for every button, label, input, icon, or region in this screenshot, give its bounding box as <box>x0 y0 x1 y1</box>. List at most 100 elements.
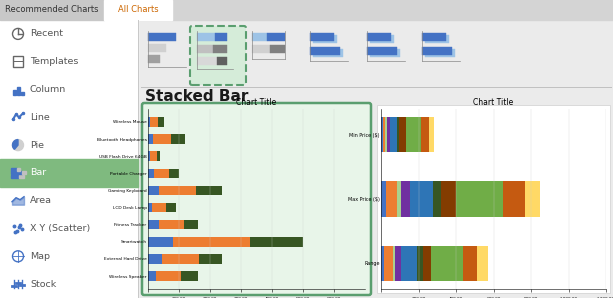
Title: Chart Title: Chart Title <box>473 98 514 107</box>
Bar <box>154 169 169 178</box>
Bar <box>503 181 525 217</box>
Text: X Y (Scatter): X Y (Scatter) <box>30 224 90 233</box>
Bar <box>0 159 138 187</box>
Bar <box>525 181 541 217</box>
Bar <box>153 134 171 144</box>
Bar <box>148 186 159 195</box>
Bar <box>367 33 391 41</box>
Bar <box>171 134 185 144</box>
Bar <box>11 171 22 174</box>
Bar <box>217 57 227 65</box>
Bar <box>421 117 429 153</box>
Bar <box>401 181 410 217</box>
Circle shape <box>12 139 23 150</box>
Bar <box>386 181 397 217</box>
Bar <box>377 105 610 293</box>
Bar <box>390 117 397 153</box>
Bar <box>417 246 423 281</box>
Bar <box>441 181 456 217</box>
Text: Map: Map <box>30 252 50 261</box>
Bar <box>267 33 285 41</box>
Bar <box>370 35 394 43</box>
Bar <box>148 44 166 52</box>
Bar <box>196 186 223 195</box>
Bar <box>148 33 176 41</box>
Bar <box>250 237 303 246</box>
Bar <box>156 271 181 281</box>
Text: Stock: Stock <box>30 280 56 288</box>
FancyBboxPatch shape <box>142 103 371 295</box>
Bar <box>310 33 334 41</box>
Bar <box>383 117 386 153</box>
Bar <box>395 246 401 281</box>
Bar <box>422 47 452 55</box>
Bar <box>148 169 154 178</box>
Bar <box>433 181 441 217</box>
Bar <box>381 246 384 281</box>
Bar <box>152 203 166 212</box>
Bar <box>148 151 150 161</box>
Bar <box>425 49 455 57</box>
Bar <box>169 169 179 178</box>
Bar <box>252 45 270 53</box>
Bar <box>11 168 17 171</box>
Bar <box>422 33 446 41</box>
Bar <box>199 254 223 264</box>
Bar <box>313 35 337 43</box>
Bar <box>17 86 20 94</box>
Bar <box>159 220 184 229</box>
Bar <box>381 117 383 153</box>
Text: Recent: Recent <box>30 30 63 38</box>
Text: Area: Area <box>30 196 52 205</box>
Bar <box>22 171 26 174</box>
Bar <box>399 117 406 153</box>
Text: Bar: Bar <box>30 168 46 177</box>
Bar <box>370 49 400 57</box>
Bar <box>410 181 433 217</box>
Title: Chart Title: Chart Title <box>237 98 276 107</box>
Bar <box>162 254 199 264</box>
Bar <box>0 20 138 298</box>
Bar <box>215 33 227 41</box>
Bar <box>456 181 503 217</box>
Bar <box>478 246 488 281</box>
Bar <box>19 175 24 178</box>
Bar <box>313 49 343 57</box>
Bar <box>148 55 160 63</box>
Bar <box>148 254 162 264</box>
Bar <box>141 25 613 85</box>
Bar <box>197 57 217 65</box>
Bar <box>12 89 15 94</box>
Bar <box>463 246 478 281</box>
Bar <box>0 0 104 20</box>
Text: Templates: Templates <box>30 57 78 66</box>
Bar <box>148 237 173 246</box>
Bar <box>392 246 395 281</box>
Bar <box>148 203 152 212</box>
Bar <box>397 117 399 153</box>
Bar <box>150 151 157 161</box>
Text: Column: Column <box>30 85 66 94</box>
Text: Pie: Pie <box>30 141 44 150</box>
Bar <box>377 105 610 293</box>
Bar <box>429 117 433 153</box>
Bar <box>252 33 267 41</box>
Bar <box>148 271 156 281</box>
Text: Recommended Charts: Recommended Charts <box>6 5 99 15</box>
Bar <box>13 56 23 67</box>
Bar <box>367 47 397 55</box>
Bar <box>159 186 196 195</box>
Text: Line: Line <box>30 113 50 122</box>
Bar <box>181 271 197 281</box>
Bar <box>386 117 387 153</box>
Bar <box>425 35 449 43</box>
Bar <box>0 0 613 20</box>
Bar <box>387 117 390 153</box>
Bar <box>173 237 250 246</box>
Bar <box>423 246 432 281</box>
Bar <box>213 45 227 53</box>
Bar <box>148 134 153 144</box>
Bar <box>406 117 421 153</box>
Text: All Charts: All Charts <box>118 5 158 15</box>
Bar <box>381 181 386 217</box>
